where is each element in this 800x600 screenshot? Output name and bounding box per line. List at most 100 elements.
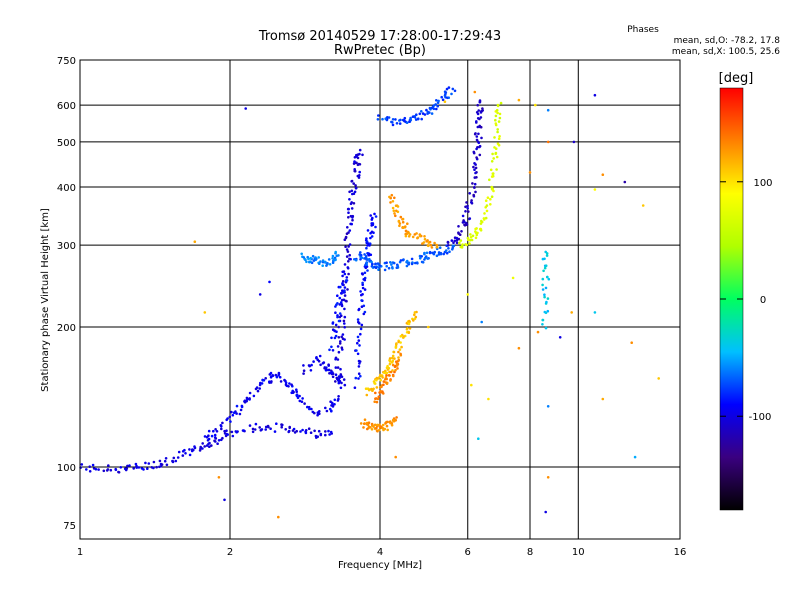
data-point [458, 241, 461, 245]
data-point [341, 270, 345, 274]
data-point [152, 460, 156, 464]
data-point [477, 437, 480, 441]
data-point [418, 234, 422, 238]
data-point [394, 455, 398, 459]
data-point [331, 254, 335, 258]
data-point [543, 257, 546, 261]
data-point [476, 231, 479, 235]
data-point [382, 392, 385, 395]
data-point [158, 459, 162, 463]
data-point [361, 153, 364, 157]
data-point [421, 112, 425, 115]
data-point [348, 198, 351, 201]
data-point [343, 383, 347, 387]
data-point [397, 358, 401, 362]
data-point [310, 407, 313, 411]
data-point [269, 376, 273, 379]
data-point [359, 374, 362, 378]
data-point [427, 325, 430, 329]
data-point [392, 350, 396, 354]
data-point [342, 319, 346, 323]
data-point [220, 425, 223, 428]
data-point [342, 378, 346, 381]
data-point [492, 189, 495, 193]
data-point [228, 415, 232, 419]
data-point [480, 320, 484, 324]
data-point [494, 118, 497, 122]
data-point [258, 387, 262, 390]
data-point [155, 465, 158, 469]
data-point [395, 209, 398, 213]
data-point [343, 294, 347, 297]
data-point [336, 314, 339, 317]
data-point [302, 372, 305, 375]
data-point [542, 269, 545, 273]
data-point [343, 272, 347, 276]
data-point [517, 98, 521, 102]
data-point [309, 260, 312, 264]
data-point [384, 369, 387, 373]
data-point [102, 469, 106, 473]
data-point [546, 297, 550, 300]
data-point [375, 376, 379, 380]
data-point [375, 400, 379, 404]
data-point [392, 209, 396, 213]
data-point [379, 378, 383, 382]
data-point [174, 459, 178, 463]
data-point [352, 182, 356, 185]
data-point [318, 410, 321, 413]
data-point [360, 305, 364, 309]
data-point [544, 326, 548, 330]
data-point [447, 96, 451, 99]
data-point [433, 241, 436, 245]
data-point [391, 121, 394, 124]
data-point [423, 251, 426, 255]
x-axis-label: Frequency [MHz] [338, 560, 422, 571]
data-point [370, 235, 374, 238]
data-point [295, 390, 299, 394]
data-point [358, 362, 361, 365]
data-point [303, 402, 306, 405]
data-point [465, 243, 469, 247]
data-point [370, 260, 373, 264]
data-point [132, 467, 135, 470]
data-point [407, 331, 411, 335]
data-point [273, 430, 277, 433]
data-point [396, 264, 400, 268]
data-point [466, 293, 470, 296]
data-point [440, 95, 444, 99]
data-point [221, 421, 224, 425]
data-point [119, 466, 123, 469]
data-point [371, 262, 374, 266]
data-point [343, 315, 347, 319]
data-point [315, 257, 318, 261]
data-point [165, 463, 169, 467]
data-point [409, 116, 412, 120]
data-point [441, 98, 445, 102]
data-point [543, 293, 546, 297]
data-point [424, 255, 428, 258]
data-point [235, 430, 238, 434]
data-point [298, 399, 302, 403]
data-point [337, 254, 340, 257]
data-point [394, 118, 397, 121]
data-point [391, 418, 395, 422]
data-point [376, 118, 380, 121]
data-point [359, 422, 363, 425]
data-point [207, 434, 210, 438]
data-point [307, 427, 311, 431]
data-point [413, 311, 417, 314]
data-point [348, 243, 352, 246]
data-point [446, 244, 450, 247]
y-axis-ticks: 75 100 200 300 400 500 600 750 [57, 56, 76, 532]
data-point [473, 162, 476, 165]
data-point [324, 260, 327, 264]
data-point [541, 283, 544, 287]
data-point [465, 201, 468, 204]
data-point [269, 427, 272, 431]
data-point [393, 196, 396, 200]
data-point [446, 240, 450, 244]
data-point [358, 344, 361, 347]
data-point [452, 241, 455, 244]
data-point [226, 417, 229, 420]
